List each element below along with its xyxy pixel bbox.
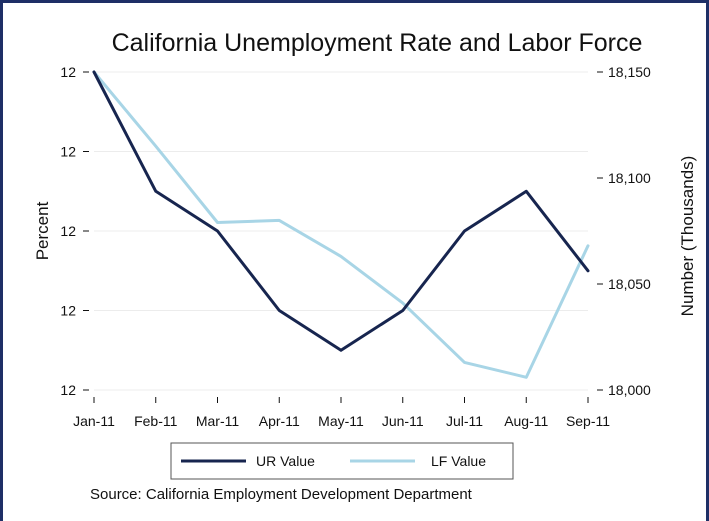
series-line-lf xyxy=(92,70,590,379)
frame-top-border xyxy=(0,0,709,3)
x-axis: Jan-11 Feb-11 Mar-11 Apr-11 May-11 Jun-11 Jul-… xyxy=(73,397,610,429)
legend: UR Value LF Value xyxy=(170,442,514,480)
right-axis: 18,000 18,050 18,100 18,150 xyxy=(597,64,651,398)
left-tick-label: 12 xyxy=(60,303,76,319)
legend-label-lf: LF Value xyxy=(431,453,486,469)
left-tick-label: 12 xyxy=(60,64,76,80)
right-tick-label: 18,000 xyxy=(608,382,651,398)
left-tick-label: 12 xyxy=(60,382,76,398)
right-tick-label: 18,100 xyxy=(608,170,651,186)
legend-label-ur: UR Value xyxy=(256,453,315,469)
x-tick-label: Sep-11 xyxy=(566,413,610,429)
left-axis-label: Percent xyxy=(33,201,52,260)
right-tick-label: 18,150 xyxy=(608,64,651,80)
right-tick-label: 18,050 xyxy=(608,276,651,292)
x-tick-label: Apr-11 xyxy=(259,413,300,429)
right-axis-label: Number (Thousands) xyxy=(678,156,697,317)
x-tick-label: Jan-11 xyxy=(73,413,115,429)
source-note: Source: California Employment Developmen… xyxy=(90,486,473,503)
chart-title: California Unemployment Rate and Labor F… xyxy=(112,29,643,57)
x-tick-label: May-11 xyxy=(318,413,364,429)
x-tick-label: Aug-11 xyxy=(504,413,548,429)
series-layer xyxy=(92,70,590,379)
left-axis: 12 12 12 12 12 xyxy=(60,64,89,398)
x-tick-label: Feb-11 xyxy=(134,413,178,429)
x-tick-label: Jun-11 xyxy=(382,413,424,429)
x-tick-label: Mar-11 xyxy=(196,413,240,429)
series-line-ur xyxy=(92,70,590,352)
x-tick-label: Jul-11 xyxy=(446,413,483,429)
left-tick-label: 12 xyxy=(60,144,76,160)
left-tick-label: 12 xyxy=(60,223,76,239)
gridlines xyxy=(94,71,588,391)
